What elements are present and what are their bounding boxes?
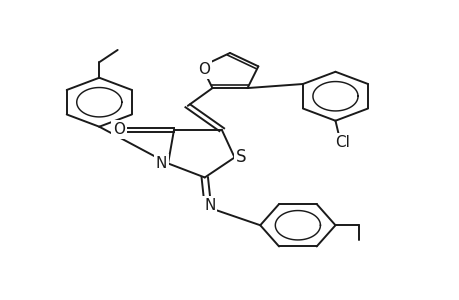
Text: S: S <box>235 148 246 166</box>
Text: O: O <box>113 122 125 137</box>
Text: N: N <box>156 156 167 171</box>
Text: Cl: Cl <box>335 135 349 150</box>
Text: O: O <box>197 62 209 77</box>
Text: N: N <box>204 198 215 213</box>
